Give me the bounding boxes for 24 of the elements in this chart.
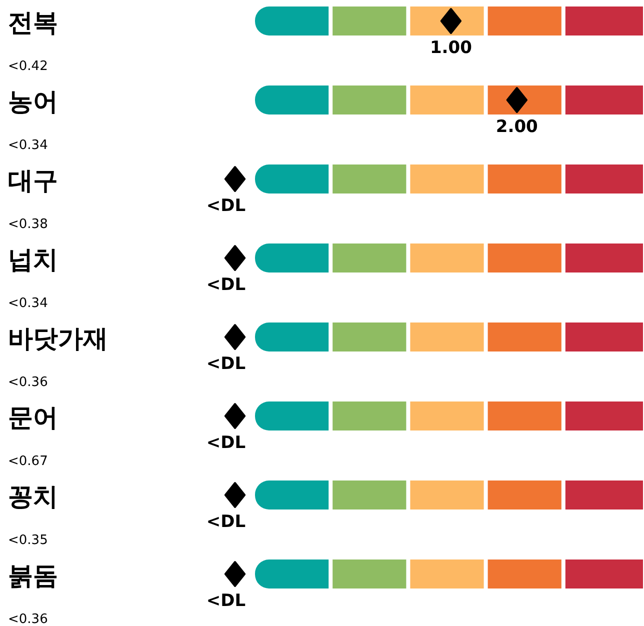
category-label: 문어 bbox=[8, 403, 58, 432]
text: <0.36 bbox=[8, 612, 48, 626]
category-label: 바닷가재 bbox=[8, 324, 108, 353]
text: <0.67 bbox=[8, 454, 48, 469]
data-label: <DL bbox=[206, 275, 246, 295]
data-label: <DL bbox=[206, 196, 246, 216]
data-label: <DL bbox=[206, 354, 246, 374]
category-label: 꽁치 bbox=[8, 482, 58, 511]
text: <0.38 bbox=[8, 217, 48, 232]
category-label: 붉돔 bbox=[8, 561, 58, 590]
category-label: 대구 bbox=[8, 166, 58, 195]
data-label: <DL bbox=[206, 512, 246, 532]
data-label: 1.00 bbox=[430, 38, 472, 58]
category-label: 전복 bbox=[8, 8, 58, 37]
data-label: 2.00 bbox=[496, 117, 538, 137]
category-label: 넙치 bbox=[8, 245, 58, 274]
text: <0.34 bbox=[8, 138, 48, 153]
text: <0.35 bbox=[8, 533, 48, 548]
category-label: 농어 bbox=[8, 87, 58, 116]
text: <0.34 bbox=[8, 296, 48, 311]
text: <0.42 bbox=[8, 59, 48, 74]
data-label: <DL bbox=[206, 591, 246, 611]
text: <0.36 bbox=[8, 375, 48, 390]
data-label: <DL bbox=[206, 433, 246, 453]
